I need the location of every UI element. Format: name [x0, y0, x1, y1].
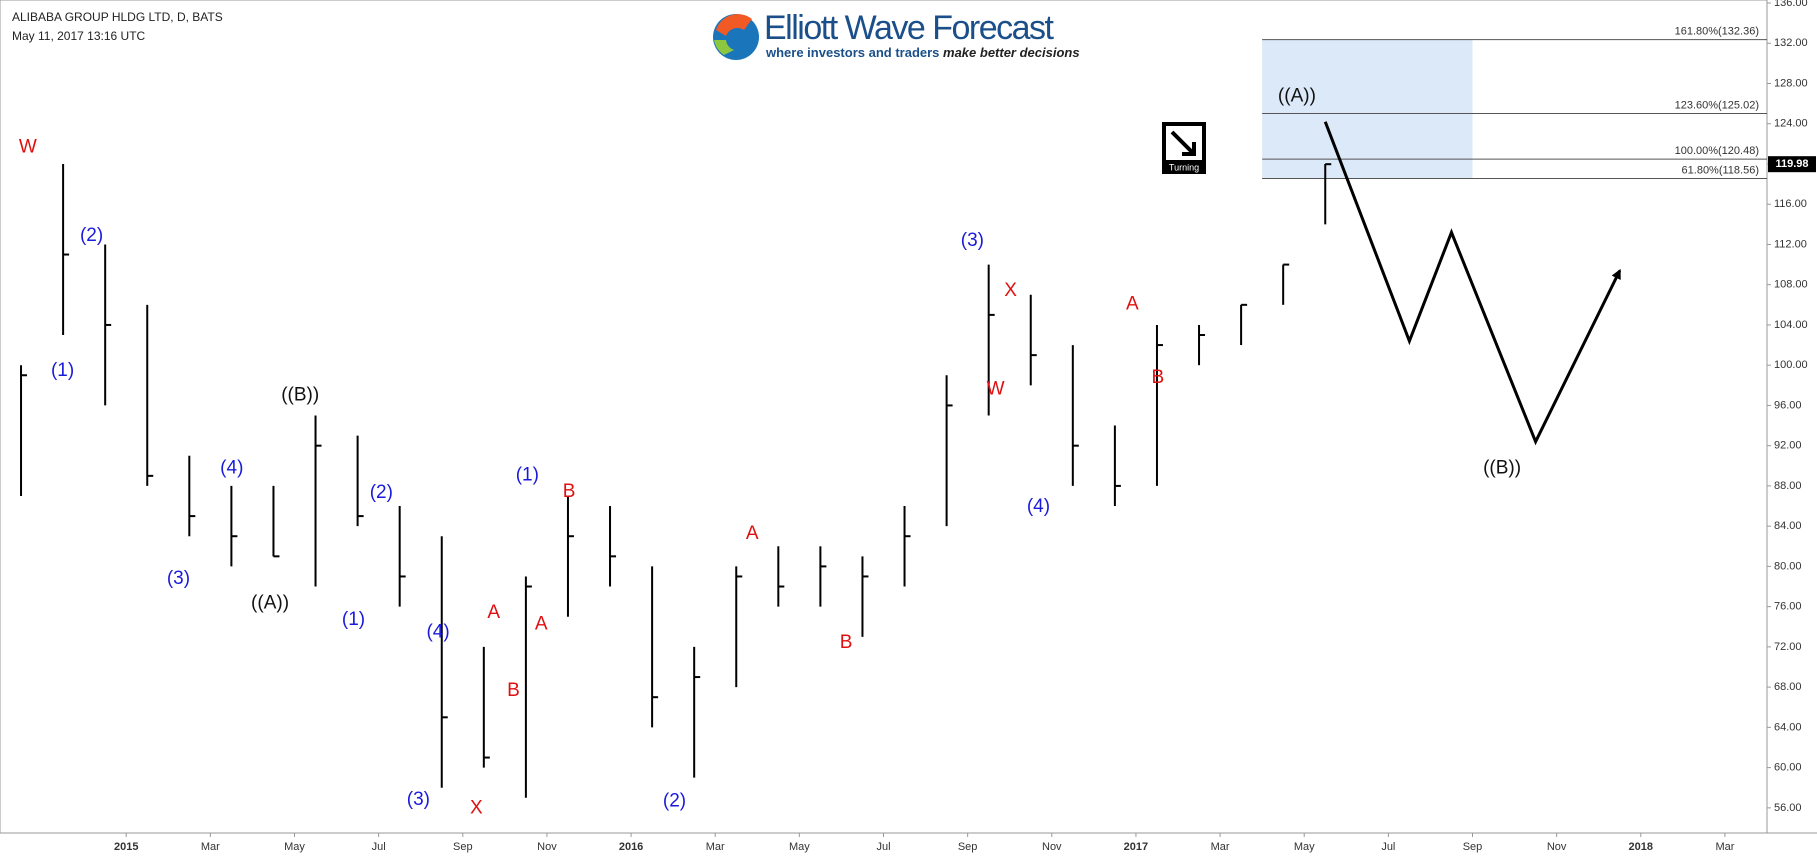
wave-label: (4): [1027, 496, 1050, 517]
turning-arrow: [1170, 130, 1196, 156]
y-tick-label: 124.00: [1774, 118, 1808, 130]
y-tick-label: 84.00: [1774, 520, 1802, 532]
wave-label: (3): [961, 230, 984, 251]
wave-label: A: [1126, 294, 1139, 315]
y-tick-label: 128.00: [1774, 77, 1808, 89]
wave-label: (2): [663, 790, 686, 811]
x-tick-label: Jul: [372, 841, 386, 853]
y-tick-label: 92.00: [1774, 440, 1802, 452]
wave-label: ((B)): [1483, 458, 1521, 479]
x-tick-label: Jul: [876, 841, 890, 853]
wave-label: (3): [167, 568, 190, 589]
wave-label: A: [535, 614, 548, 635]
wave-label: A: [746, 523, 759, 544]
logo-tagline-emphasis: make better decisions: [943, 45, 1080, 60]
x-tick-label: Mar: [1715, 841, 1734, 853]
x-tick-label: May: [284, 841, 305, 853]
x-tick-label: May: [789, 841, 810, 853]
y-tick-label: 136.00: [1774, 0, 1808, 9]
x-tick-label: Mar: [201, 841, 220, 853]
y-tick-label: 112.00: [1774, 238, 1807, 250]
wave-label: B: [507, 680, 520, 701]
wave-label: (3): [407, 789, 430, 810]
y-tick-label: 116.00: [1774, 198, 1807, 210]
fib-label: 123.60%(125.02): [1675, 99, 1759, 111]
logo-name: Elliott Wave Forecast: [764, 9, 1055, 47]
logo-icon-swirl: [714, 40, 734, 55]
y-tick-label: 72.00: [1774, 641, 1802, 653]
chart-title: ALIBABA GROUP HLDG LTD, D, BATS: [12, 10, 223, 24]
x-tick-label: 2015: [114, 841, 138, 853]
y-tick-label: 100.00: [1774, 359, 1808, 371]
x-tick-label: Sep: [453, 841, 473, 853]
wave-label: ((B)): [281, 384, 319, 405]
projection-path: [1323, 121, 1622, 446]
x-tick-label: Mar: [706, 841, 725, 853]
wave-label: B: [563, 481, 576, 502]
wave-label: (1): [342, 609, 365, 630]
last-price-badge: [1768, 156, 1816, 173]
y-tick-label: 132.00: [1774, 37, 1808, 49]
y-tick-label: 64.00: [1774, 721, 1802, 733]
wave-label: (4): [220, 458, 243, 479]
logo-icon-swirl: [716, 14, 752, 36]
fib-label: 61.80%(118.56): [1682, 164, 1759, 176]
x-tick-label: Sep: [958, 841, 978, 853]
wave-label: (2): [370, 482, 393, 503]
chart-subtitle: May 11, 2017 13:16 UTC: [12, 29, 146, 43]
x-tick-label: Sep: [1463, 841, 1483, 853]
turning-icon: Turning: [1162, 122, 1206, 174]
x-tick-label: Jul: [1381, 841, 1395, 853]
x-tick-label: 2016: [619, 841, 643, 853]
x-tick-label: 2017: [1124, 841, 1148, 853]
x-tick-label: 2018: [1629, 841, 1653, 853]
x-tick-label: Mar: [1211, 841, 1230, 853]
y-tick-label: 96.00: [1774, 399, 1802, 411]
wave-label: (2): [80, 225, 103, 246]
x-tick-label: May: [1294, 841, 1315, 853]
y-tick-label: 80.00: [1774, 560, 1802, 572]
x-tick-label: Nov: [1547, 841, 1567, 853]
wave-label: ((A)): [251, 593, 289, 614]
wave-label: B: [840, 632, 853, 653]
logo-tagline-text: where investors and traders: [765, 45, 943, 60]
wave-label: ((A)): [1278, 86, 1316, 107]
logo-tagline: where investors and traders make better …: [765, 45, 1080, 60]
y-tick-label: 108.00: [1774, 279, 1808, 291]
logo: Elliott Wave Forecast where investors an…: [713, 9, 1080, 60]
wave-label: (4): [426, 622, 449, 643]
last-price-label: 119.98: [1775, 158, 1808, 170]
x-tick-label: Nov: [1042, 841, 1062, 853]
y-tick-label: 60.00: [1774, 762, 1802, 774]
wave-label: A: [487, 602, 500, 623]
y-tick-label: 88.00: [1774, 480, 1802, 492]
fib-box: [1262, 39, 1473, 179]
fib-label: 100.00%(120.48): [1675, 145, 1759, 157]
wave-label: W: [987, 379, 1005, 400]
plot-frame: [0, 0, 1768, 834]
wave-label: B: [1151, 367, 1164, 388]
wave-label: (1): [516, 465, 539, 486]
y-tick-label: 56.00: [1774, 802, 1802, 814]
wave-label: (1): [51, 360, 74, 381]
x-tick-label: Nov: [537, 841, 557, 853]
wave-label: W: [19, 137, 37, 158]
y-tick-label: 76.00: [1774, 601, 1802, 613]
wave-label: X: [1004, 280, 1017, 301]
fib-label: 161.80%(132.36): [1675, 26, 1759, 38]
wave-label: X: [470, 797, 483, 818]
y-tick-label: 104.00: [1774, 319, 1808, 331]
y-tick-label: 68.00: [1774, 681, 1802, 693]
turning-label: Turning: [1169, 162, 1199, 172]
